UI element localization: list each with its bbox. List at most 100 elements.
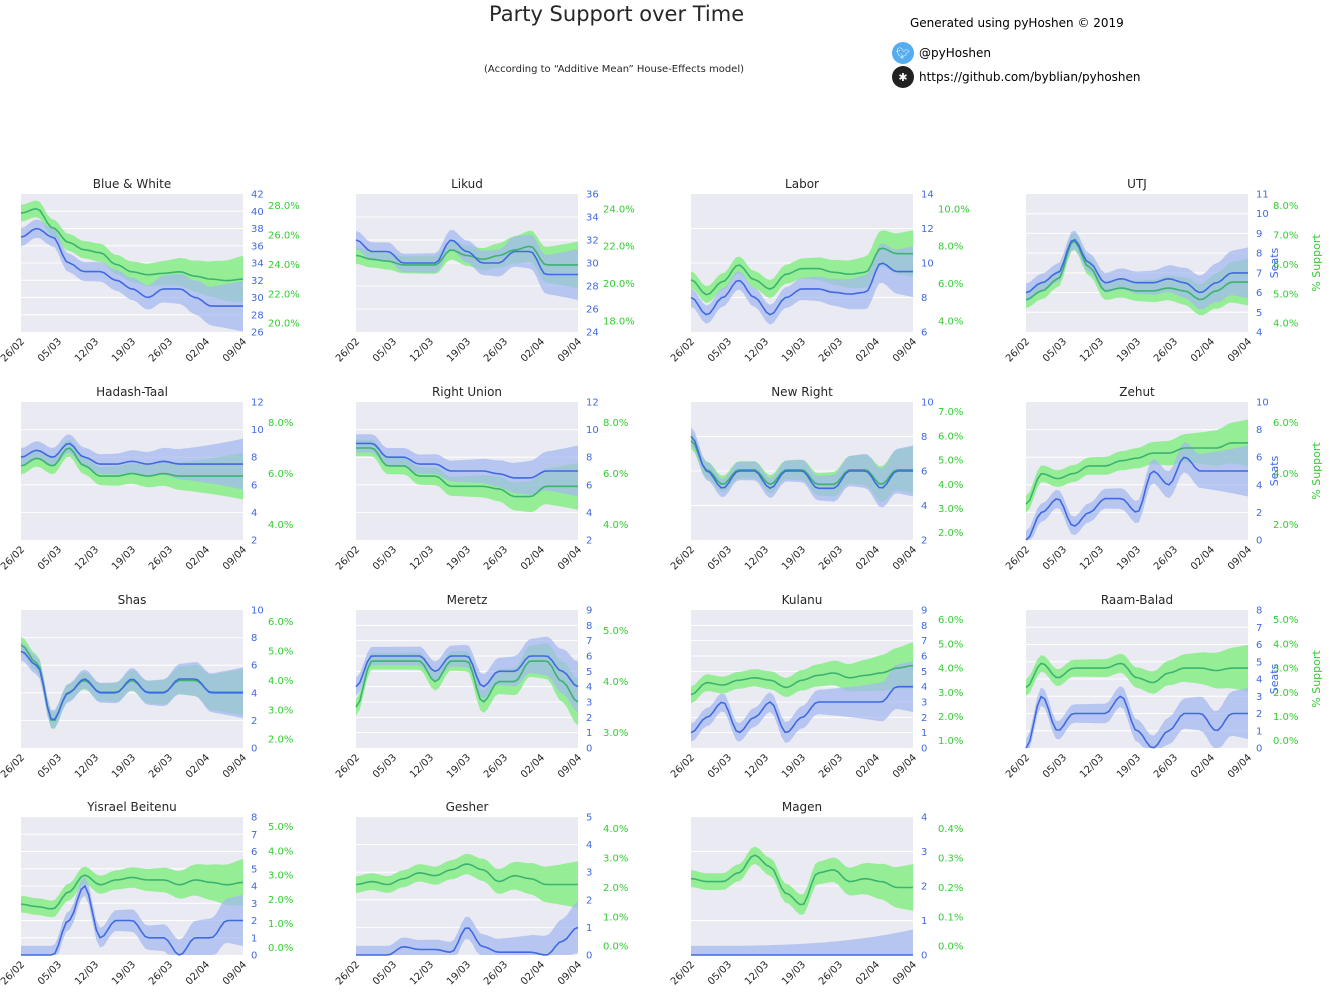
seats-tick-label: 8	[921, 432, 927, 443]
seats-tick-label: 8	[586, 453, 592, 464]
seats-tick-label: 4	[586, 682, 592, 693]
seats-tick-label: 6	[1256, 288, 1262, 299]
twitter-link[interactable]: 🐦︎ @pyHoshen	[892, 41, 991, 65]
seats-tick-label: 2	[251, 536, 257, 547]
support-confidence-band	[1026, 419, 1248, 513]
seats-tick-label: 8	[921, 293, 927, 304]
x-tick-label: 09/04	[891, 544, 919, 572]
seats-tick-label: 3	[586, 698, 592, 709]
chart-zehut: Zehut 0 2 4 6 8 10 2.0% 4.0% 6.0% Seats % Support 26…	[1004, 385, 1323, 573]
x-tick-label: 02/04	[1189, 544, 1217, 572]
chart-title: Shas	[118, 593, 147, 607]
seats-tick-label: 30	[251, 293, 264, 304]
x-tick-label: 05/03	[371, 752, 399, 780]
support-tick-label: 28.0%	[268, 201, 300, 212]
x-tick-label: 05/03	[706, 544, 734, 572]
chart-title: Hadash-Taal	[96, 385, 168, 399]
seats-tick-label: 2	[921, 882, 927, 893]
x-tick-label: 02/04	[854, 959, 882, 987]
seats-tick-label: 2	[1256, 508, 1262, 519]
support-tick-label: 5.0%	[603, 626, 628, 637]
seats-tick-label: 0	[1256, 744, 1262, 755]
x-tick-label: 19/03	[780, 544, 808, 572]
support-tick-label: 8.0%	[938, 242, 963, 253]
x-tick-label: 05/03	[36, 544, 64, 572]
seats-mean-line	[20, 227, 243, 307]
seats-mean-line	[20, 442, 243, 465]
support-tick-label: 4.0%	[603, 520, 628, 531]
page-subtitle: (According to “Additive Mean” House-Effe…	[484, 64, 745, 75]
x-tick-label: 19/03	[1115, 752, 1143, 780]
support-tick-label: 3.0%	[603, 728, 628, 739]
x-tick-label: 19/03	[445, 959, 473, 987]
seats-mean-line	[355, 655, 579, 688]
x-tick-label: 26/02	[334, 959, 362, 987]
x-tick-label: 05/03	[36, 752, 64, 780]
x-tick-label: 12/03	[408, 752, 436, 780]
x-tick-label: 12/03	[1078, 544, 1106, 572]
support-mean-line	[355, 660, 579, 708]
chart-shas: Shas 0 2 4 6 8 10 2.0% 3.0% 4.0% 5.0% 6.0% 26/02 05/0…	[0, 593, 293, 781]
seats-mean-line	[20, 650, 243, 721]
chart-utj: UTJ 4 5 6 7 8 9 10 11 4.0% 5.0% 6.0% 7.0% 8.0% Seats % …	[1004, 177, 1323, 365]
x-tick-label: 12/03	[73, 336, 101, 364]
x-tick-label: 12/03	[743, 959, 771, 987]
seats-mean-line	[690, 685, 913, 734]
seats-tick-label: 11	[1256, 190, 1269, 201]
seats-tick-label: 8	[921, 621, 927, 632]
support-tick-label: 5.0%	[1273, 615, 1298, 626]
support-mean-line	[690, 854, 913, 906]
chart-title: Likud	[451, 177, 483, 191]
x-tick-label: 26/03	[482, 959, 510, 987]
chart-right-union: Right Union 2 4 6 8 10 12 4.0% 6.0% 8.0% 26/02 05/0…	[334, 385, 628, 573]
x-tick-label: 09/04	[891, 336, 919, 364]
support-mean-line	[690, 247, 913, 296]
support-tick-label: 6.0%	[1273, 260, 1298, 271]
seats-tick-label: 4	[921, 682, 927, 693]
seats-tick-label: 12	[251, 398, 264, 409]
seats-tick-label: 5	[921, 667, 927, 678]
seats-tick-label: 3	[1256, 692, 1262, 703]
support-tick-label: 4.0%	[1273, 319, 1298, 330]
seats-tick-label: 0	[586, 951, 592, 962]
x-tick-label: 19/03	[780, 752, 808, 780]
chart-title: Right Union	[432, 385, 502, 399]
x-tick-label: 09/04	[1226, 544, 1254, 572]
x-tick-label: 26/02	[0, 752, 27, 780]
x-tick-label: 05/03	[706, 752, 734, 780]
support-tick-label: 8.0%	[603, 418, 628, 429]
plot-background	[356, 610, 578, 748]
x-tick-label: 02/04	[854, 752, 882, 780]
x-tick-label: 05/03	[36, 336, 64, 364]
x-tick-label: 09/04	[1226, 752, 1254, 780]
x-tick-label: 19/03	[110, 336, 138, 364]
x-tick-label: 12/03	[743, 544, 771, 572]
support-mean-line	[20, 447, 243, 477]
x-tick-label: 09/04	[891, 752, 919, 780]
support-tick-label: 1.0%	[1273, 712, 1298, 723]
x-tick-label: 09/04	[221, 544, 249, 572]
seats-tick-label: 6	[251, 847, 257, 858]
x-tick-label: 26/03	[147, 959, 175, 987]
seats-tick-label: 0	[1256, 536, 1262, 547]
support-tick-label: 4.0%	[603, 677, 628, 688]
support-tick-label: 4.0%	[268, 676, 293, 687]
x-tick-label: 05/03	[1041, 336, 1069, 364]
chart-title: Kulanu	[782, 593, 823, 607]
support-mean-line	[1025, 240, 1248, 301]
seats-tick-label: 10	[586, 425, 599, 436]
x-tick-label: 05/03	[706, 336, 734, 364]
seats-mean-line	[690, 435, 913, 490]
x-tick-label: 26/02	[0, 336, 27, 364]
x-tick-label: 05/03	[371, 336, 399, 364]
github-link[interactable]: ✱ https://github.com/byblian/pyhoshen	[892, 65, 1141, 89]
support-tick-label: 2.0%	[1273, 688, 1298, 699]
seats-tick-label: 6	[1256, 640, 1262, 651]
support-tick-label: 6.0%	[268, 617, 293, 628]
twitter-handle: @pyHoshen	[919, 46, 991, 60]
seats-mean-line	[356, 442, 578, 479]
seats-tick-label: 26	[586, 305, 599, 316]
support-axis-label: % Support	[1310, 442, 1323, 500]
support-tick-label: 1.0%	[938, 736, 963, 747]
seats-tick-label: 8	[586, 621, 592, 632]
